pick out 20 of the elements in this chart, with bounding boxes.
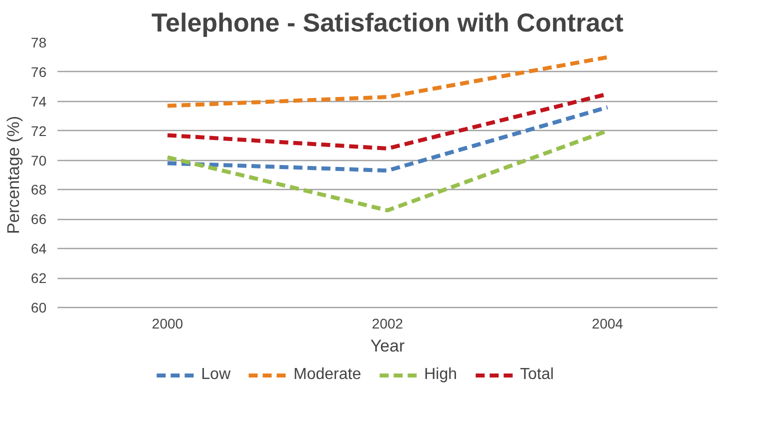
x-tick-label: 2002 (372, 316, 404, 332)
chart-title: Telephone - Satisfaction with Contract (152, 8, 624, 38)
y-tick-label: 76 (30, 64, 47, 80)
y-tick-label: 74 (30, 93, 47, 110)
legend-label: Moderate (294, 366, 362, 384)
y-axis-title: Percentage (%) (4, 116, 23, 234)
y-tick-label: 70 (30, 152, 47, 168)
y-tick-label: 64 (30, 240, 47, 257)
y-tick-label: 72 (30, 122, 47, 139)
legend-label: High (424, 366, 458, 384)
y-tick-label: 66 (30, 211, 47, 228)
y-tick-label: 60 (30, 300, 47, 316)
y-tick-label: 68 (30, 182, 47, 198)
legend-label: Low (201, 366, 231, 384)
x-tick-label: 2000 (152, 316, 184, 332)
legend-label: Total (520, 366, 554, 384)
y-tick-label: 78 (30, 34, 47, 50)
x-tick-label: 2004 (592, 316, 624, 332)
x-axis-title: Year (370, 336, 406, 356)
y-tick-label: 62 (30, 270, 47, 286)
